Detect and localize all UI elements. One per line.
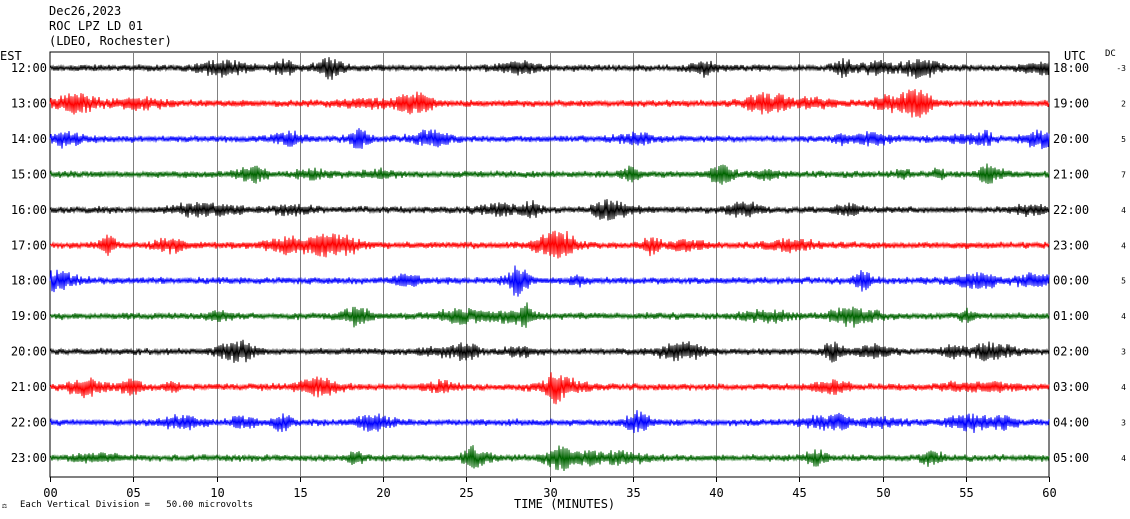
utc-hour-label: 01:00 (1053, 309, 1089, 323)
dc-offset-value: 3 (1121, 419, 1126, 428)
utc-hour-label: 18:00 (1053, 61, 1089, 75)
seismic-trace (49, 89, 1050, 118)
dc-offset-value: 4 (1121, 206, 1126, 215)
seismic-trace (49, 445, 1050, 472)
est-hour-label: 23:00 (11, 451, 47, 465)
utc-hour-label: 05:00 (1053, 451, 1089, 465)
est-hour-label: 21:00 (11, 380, 47, 394)
seismic-trace (49, 265, 1050, 297)
utc-hour-label: 04:00 (1053, 416, 1089, 430)
date-label: Dec26,2023 (49, 4, 122, 18)
est-axis-title: EST (0, 49, 22, 63)
utc-hour-label: 23:00 (1053, 238, 1089, 252)
utc-hour-label: 00:00 (1053, 274, 1089, 288)
seismic-trace (49, 163, 1050, 185)
est-hour-label: 17:00 (11, 238, 47, 252)
dc-offset-value: 2 (1121, 99, 1126, 108)
dc-offset-value: 4 (1121, 241, 1126, 250)
x-tick-label: 05 (126, 486, 140, 500)
dc-offset-value: 5 (1121, 135, 1126, 144)
seismic-trace (49, 230, 1050, 259)
x-tick-label: 60 (1042, 486, 1056, 500)
x-tick-label: 55 (959, 486, 973, 500)
dc-offset-value: 5 (1121, 277, 1126, 286)
plot-frame (49, 51, 1050, 478)
x-tick-label: 40 (709, 486, 723, 500)
x-tick-label: 50 (876, 486, 890, 500)
network-label: (LDEO, Rochester) (49, 34, 172, 48)
x-tick-label: 30 (543, 486, 557, 500)
x-tick-label: 15 (293, 486, 307, 500)
x-tick-label: 25 (459, 486, 473, 500)
utc-hour-label: 02:00 (1053, 345, 1089, 359)
dc-column-title: DC (1105, 49, 1116, 59)
x-tick-label: 00 (43, 486, 57, 500)
utc-hour-label: 21:00 (1053, 167, 1089, 181)
dc-offset-value: 7 (1121, 170, 1126, 179)
x-tick-label: 20 (376, 486, 390, 500)
est-hour-label: 20:00 (11, 345, 47, 359)
utc-hour-label: 20:00 (1053, 132, 1089, 146)
seismic-trace (49, 339, 1050, 363)
seismic-trace (49, 372, 1050, 405)
lamont-logo-icon: ⚖ (2, 501, 7, 510)
x-tick-label: 35 (626, 486, 640, 500)
seismic-trace (49, 199, 1050, 221)
est-hour-label: 13:00 (11, 96, 47, 110)
x-tick-label: 45 (792, 486, 806, 500)
seismic-trace (49, 302, 1050, 328)
seismic-trace (49, 57, 1050, 80)
est-hour-label: 16:00 (11, 203, 47, 217)
station-label: ROC LPZ LD 01 (49, 19, 143, 33)
dc-offset-value: 4 (1121, 383, 1126, 392)
est-hour-label: 15:00 (11, 167, 47, 181)
dc-offset-value: 4 (1121, 454, 1126, 463)
est-hour-label: 22:00 (11, 416, 47, 430)
seismic-trace (49, 410, 1050, 434)
est-hour-label: 12:00 (11, 61, 47, 75)
est-hour-label: 19:00 (11, 309, 47, 323)
dc-offset-value: 3 (1121, 348, 1126, 357)
utc-hour-label: 03:00 (1053, 380, 1089, 394)
seismic-trace (49, 128, 1050, 150)
est-hour-label: 18:00 (11, 274, 47, 288)
est-hour-label: 14:00 (11, 132, 47, 146)
scale-note: Each Vertical Division = 50.00 microvolt… (20, 500, 253, 510)
x-axis-label: TIME (MINUTES) (514, 497, 616, 511)
utc-axis-title: UTC (1064, 49, 1086, 63)
dc-offset-value: -3 (1116, 64, 1126, 73)
utc-hour-label: 22:00 (1053, 203, 1089, 217)
utc-hour-label: 19:00 (1053, 96, 1089, 110)
x-tick-label: 10 (210, 486, 224, 500)
dc-offset-value: 4 (1121, 312, 1126, 321)
